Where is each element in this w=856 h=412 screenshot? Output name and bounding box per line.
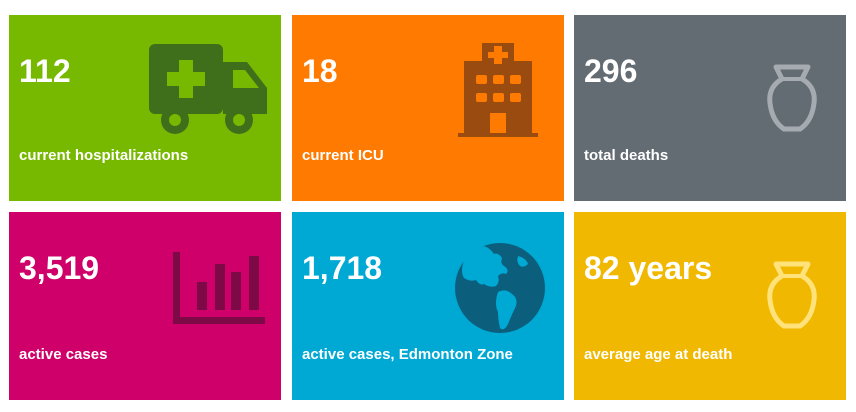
stat-value: 112 — [19, 53, 71, 89]
stat-label: total deaths — [584, 147, 669, 164]
stat-value: 1,718 — [302, 250, 383, 286]
urn-icon — [766, 63, 818, 133]
globe-icon — [454, 242, 546, 334]
hospital-building-icon — [456, 41, 540, 139]
stat-value: 18 — [302, 53, 338, 89]
stat-label: current ICU — [302, 147, 384, 164]
stat-tile-average-age: 82 years average age at death — [574, 212, 846, 400]
stat-label: average age at death — [584, 346, 733, 363]
stat-tile-edmonton-zone: 1,718 active cases, Edmonton Zone — [292, 212, 564, 400]
stat-value: 82 years — [584, 250, 713, 286]
stat-value: 296 — [584, 53, 638, 89]
stat-label: active cases — [19, 346, 108, 363]
stat-tile-active-cases: 3,519 active cases — [9, 212, 281, 400]
stat-label: active cases, Edmonton Zone — [302, 346, 513, 363]
stat-tile-hospitalizations: 112 current hospitalizations — [9, 15, 281, 201]
stat-label: current hospitalizations — [19, 147, 189, 164]
bar-chart-icon — [171, 250, 267, 326]
stat-value: 3,519 — [19, 250, 100, 286]
stat-tile-total-deaths: 296 total deaths — [574, 15, 846, 201]
ambulance-icon — [147, 42, 271, 138]
urn-icon — [766, 260, 818, 330]
stat-tile-icu: 18 current ICU — [292, 15, 564, 201]
